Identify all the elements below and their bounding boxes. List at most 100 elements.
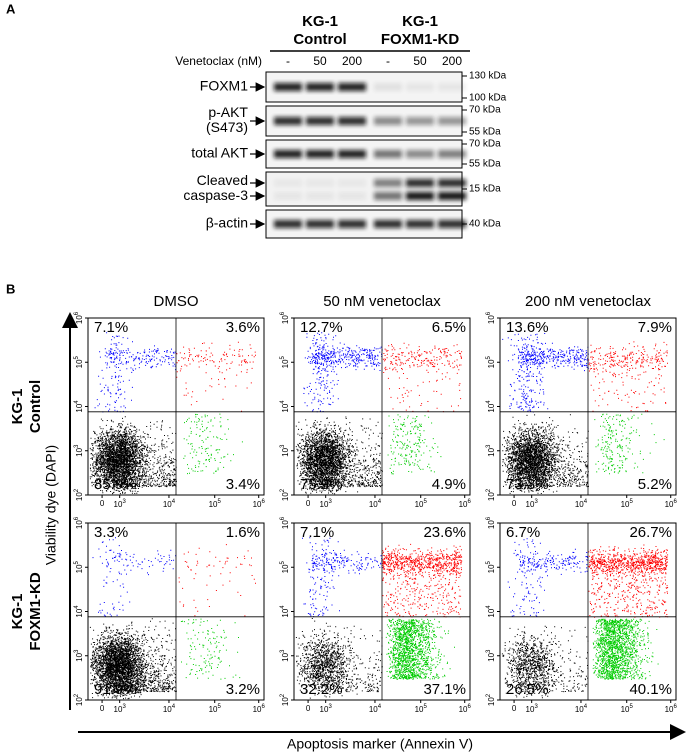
group-title: KG-1 — [302, 13, 338, 30]
blot-band — [374, 220, 402, 228]
tick-base: 10 — [75, 447, 84, 456]
tick-exponent: 3 — [122, 704, 126, 710]
tick-exponent: 6 — [674, 704, 678, 710]
tick-base: 10 — [487, 359, 496, 368]
tick-base: 10 — [75, 315, 84, 324]
column-title: DMSO — [154, 293, 199, 310]
quadrant-percent: 37.1% — [423, 681, 466, 698]
quadrant-percent: 73.3% — [506, 476, 549, 493]
x-tick-label: 103 — [526, 704, 539, 715]
y-tick-label: 106 — [486, 311, 497, 324]
tick-exponent: 4 — [486, 605, 492, 609]
y-tick-label: 106 — [74, 516, 85, 529]
tick-base: 10 — [281, 447, 290, 456]
kda-marker: 70 kDa — [469, 139, 501, 150]
tick-base: 10 — [281, 403, 290, 412]
tick-exponent: 5 — [218, 499, 222, 505]
y-tick-label: 103 — [486, 444, 497, 457]
tick-exponent: 5 — [74, 560, 80, 564]
quadrant-percent: 3.3% — [94, 524, 128, 541]
dot-cloud — [295, 618, 383, 699]
blot-band — [274, 150, 302, 158]
quadrant-percent: 7.9% — [638, 319, 672, 336]
tick-exponent: 4 — [74, 605, 80, 609]
x-tick-label: 106 — [459, 704, 472, 715]
tick-base: 10 — [621, 705, 630, 714]
dot-cloud — [588, 544, 669, 618]
y-tick-label: 106 — [280, 516, 291, 529]
blot-band — [274, 179, 302, 187]
panel-label: B — [6, 281, 15, 296]
tick-base: 10 — [209, 705, 218, 714]
tick-exponent: 6 — [262, 704, 266, 710]
tick-base: 10 — [75, 608, 84, 617]
kda-marker: 15 kDa — [469, 184, 501, 195]
dot-cloud — [502, 333, 589, 413]
dose-label: - — [286, 54, 290, 68]
x-tick-label: 106 — [459, 499, 472, 510]
tick-base: 10 — [281, 564, 290, 573]
tick-base: 10 — [253, 500, 262, 509]
quadrant-percent: 3.4% — [226, 476, 260, 493]
dot-plot — [295, 332, 463, 495]
quadrant-percent: 12.7% — [300, 319, 343, 336]
treatment-label: Venetoclax (nM) — [175, 54, 262, 68]
blot-band — [338, 192, 366, 200]
tick-base: 10 — [459, 500, 468, 509]
dose-label: 200 — [342, 54, 362, 68]
tick-exponent: 4 — [584, 499, 588, 505]
blot-label: (S473) — [206, 119, 248, 135]
tick-base: 10 — [281, 520, 290, 529]
tick-exponent: 6 — [74, 516, 80, 520]
y-tick-label: 102 — [280, 488, 291, 501]
dose-label: - — [386, 54, 390, 68]
tick-base: 10 — [369, 705, 378, 714]
tick-exponent: 3 — [534, 704, 538, 710]
x-tick-label: 105 — [415, 704, 428, 715]
x-tick-label: 105 — [209, 704, 222, 715]
tick-base: 10 — [114, 500, 123, 509]
tick-exponent: 6 — [262, 499, 266, 505]
kda-marker: 55 kDa — [469, 159, 501, 170]
blot-band — [274, 192, 302, 200]
tick-base: 10 — [487, 492, 496, 501]
tick-base: 10 — [75, 564, 84, 573]
blot-label: FOXM1 — [200, 78, 248, 94]
blot-band — [338, 117, 366, 125]
tick-base: 10 — [665, 500, 674, 509]
y-tick-label: 103 — [74, 444, 85, 457]
tick-exponent: 6 — [74, 311, 80, 315]
quadrant-percent: 6.7% — [506, 524, 540, 541]
tick-exponent: 2 — [74, 488, 80, 492]
blot-band — [438, 179, 466, 187]
column-title: 200 nM venetoclax — [525, 293, 651, 310]
row-label: Control — [27, 380, 44, 433]
tick-exponent: 4 — [378, 704, 382, 710]
tick-exponent: 5 — [280, 355, 286, 359]
x-tick-label: 106 — [665, 499, 678, 510]
tick-base: 10 — [621, 500, 630, 509]
dot-cloud — [89, 618, 177, 700]
tick-base: 10 — [163, 705, 172, 714]
tick-exponent: 3 — [486, 649, 492, 653]
y-tick-label: 102 — [486, 488, 497, 501]
tick-base: 10 — [75, 492, 84, 501]
dot-plot — [501, 538, 669, 699]
tick-base: 10 — [320, 705, 329, 714]
blot-band — [406, 220, 434, 228]
quadrant-percent: 3.2% — [226, 681, 260, 698]
tick-exponent: 5 — [630, 499, 634, 505]
dot-cloud — [592, 618, 659, 680]
tick-base: 10 — [575, 500, 584, 509]
y-tick-label: 106 — [74, 311, 85, 324]
tick-base: 10 — [75, 697, 84, 706]
blot-band — [306, 220, 334, 228]
tick-exponent: 2 — [280, 693, 286, 697]
tick-base: 10 — [281, 359, 290, 368]
quadrant-percent: 26.5% — [506, 681, 549, 698]
kda-marker: 70 kDa — [469, 105, 501, 116]
dot-cloud — [302, 537, 383, 618]
dot-cloud — [588, 341, 668, 412]
blot-band — [274, 117, 302, 125]
blot-band — [438, 117, 466, 125]
